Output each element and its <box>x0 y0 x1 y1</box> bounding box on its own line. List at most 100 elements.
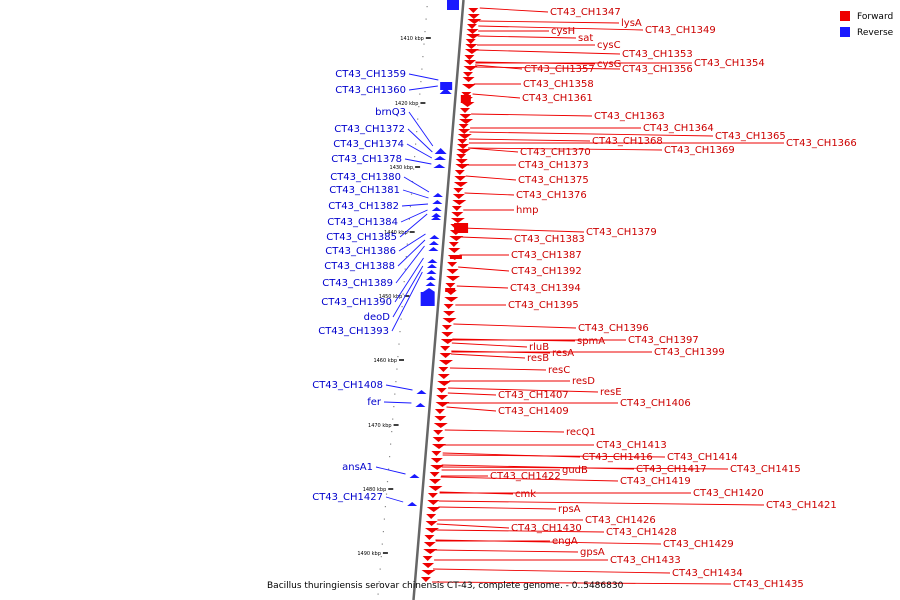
forward-gene-arrow <box>432 444 446 449</box>
forward-gene-label: CT43_CH1435 <box>733 579 804 590</box>
forward-gene-arrow <box>468 8 479 13</box>
forward-gene-arrow <box>443 311 456 316</box>
forward-gene-label: recQ1 <box>566 427 596 438</box>
reverse-leader-line <box>398 233 426 252</box>
ruler-dot <box>384 506 386 508</box>
forward-gene-label: engA <box>552 536 578 547</box>
forward-gene-label: CT43_CH1356 <box>622 64 693 75</box>
forward-gene-arrow <box>440 339 455 344</box>
reverse-gene-arrow <box>428 241 439 245</box>
forward-gene-label: CT43_CH1434 <box>672 568 743 579</box>
reverse-gene-arrow <box>432 200 443 204</box>
forward-gene-arrow <box>441 332 454 337</box>
forward-gene-arrow <box>448 248 461 253</box>
reverse-leader-line <box>385 384 413 391</box>
ruler-dot <box>386 481 389 483</box>
forward-gene-arrow <box>439 353 452 358</box>
forward-gene-label: CT43_CH1417 <box>636 464 707 475</box>
forward-gene-label: CT43_CH1397 <box>628 335 699 346</box>
forward-gene-label: CT43_CH1429 <box>663 539 734 550</box>
forward-gene-label: CT43_CH1413 <box>596 440 667 451</box>
tick-label: 1410 kbp <box>400 36 424 42</box>
forward-gene-block <box>445 288 456 292</box>
forward-gene-label: CT43_CH1421 <box>766 500 837 511</box>
forward-gene-arrow <box>446 276 460 281</box>
forward-leader-line <box>435 539 662 545</box>
forward-leader-line <box>438 500 765 506</box>
reverse-gene-arrow <box>434 148 447 154</box>
forward-gene-arrow <box>429 479 442 484</box>
map-caption: Bacillus thuringiensis serovar chinensis… <box>267 581 624 591</box>
forward-gene-arrow <box>422 556 433 561</box>
ruler-dot <box>420 81 422 83</box>
ruler-dot <box>418 106 420 108</box>
forward-gene-arrow <box>435 402 450 407</box>
forward-gene-label: lysA <box>621 18 642 29</box>
forward-gene-label: CT43_CH1409 <box>498 406 569 417</box>
forward-gene-arrow <box>420 577 431 582</box>
forward-leader-line <box>456 285 509 289</box>
reverse-gene-arrow <box>425 282 436 286</box>
reverse-gene-arrow <box>409 474 420 478</box>
forward-gene-label: cysH <box>551 26 575 37</box>
forward-gene-arrow <box>425 528 439 533</box>
forward-gene-arrow <box>450 218 465 223</box>
reverse-gene-label: CT43_CH1385 <box>326 232 397 243</box>
forward-leader-line <box>450 353 526 359</box>
forward-gene-arrow <box>467 19 482 24</box>
ruler-dot <box>404 268 406 270</box>
forward-leader-line <box>441 466 729 470</box>
forward-gene-arrow <box>459 114 472 119</box>
reverse-gene-label: CT43_CH1384 <box>327 217 398 228</box>
forward-gene-label: CT43_CH1416 <box>582 452 653 463</box>
forward-gene-label: CT43_CH1379 <box>586 227 657 238</box>
forward-gene-arrow <box>455 164 470 169</box>
forward-gene-arrow <box>438 367 449 372</box>
legend-forward-swatch <box>840 11 850 21</box>
reverse-leader-line <box>408 73 439 81</box>
forward-gene-arrow <box>456 154 467 159</box>
forward-gene-label: CT43_CH1426 <box>585 515 656 526</box>
forward-gene-label: resE <box>600 387 622 398</box>
reverse-gene-arrow <box>431 207 442 211</box>
forward-gene-label: CT43_CH1420 <box>693 488 764 499</box>
ruler-dot <box>377 593 379 595</box>
reverse-gene-label: CT43_CH1360 <box>335 85 406 96</box>
forward-gene-label: CT43_CH1349 <box>645 25 716 36</box>
forward-leader-line <box>469 131 714 137</box>
forward-leader-line <box>449 367 547 371</box>
reverse-gene-label: CT43_CH1359 <box>335 69 406 80</box>
forward-gene-label: resC <box>548 365 570 376</box>
forward-gene-label: resB <box>527 353 549 364</box>
forward-gene-label: CT43_CH1406 <box>620 398 691 409</box>
forward-gene-arrow <box>430 458 443 463</box>
forward-gene-label: CT43_CH1366 <box>786 138 857 149</box>
forward-gene-label: spmA <box>577 336 605 347</box>
forward-leader-line <box>476 49 621 55</box>
forward-gene-arrow <box>445 283 456 288</box>
reverse-leader-line <box>385 496 404 503</box>
forward-gene-arrow <box>459 119 474 124</box>
ruler-dot <box>409 206 411 208</box>
forward-leader-line <box>436 523 510 529</box>
ruler-dot <box>402 293 404 295</box>
reverse-gene-label: CT43_CH1378 <box>331 154 402 165</box>
forward-gene-label: CT43_CH1375 <box>518 175 589 186</box>
reverse-gene-label: CT43_CH1393 <box>318 326 389 337</box>
forward-gene-label: resA <box>552 348 574 359</box>
forward-gene-label: cmk <box>515 489 536 500</box>
forward-gene-arrow <box>440 346 451 351</box>
forward-gene-arrow <box>454 170 465 175</box>
forward-gene-block <box>454 223 469 233</box>
forward-gene-arrow <box>457 144 469 149</box>
forward-leader-line <box>447 392 497 396</box>
forward-leader-line <box>458 266 510 272</box>
forward-leader-line <box>448 387 599 393</box>
ruler-dot <box>382 531 384 533</box>
reverse-leader-line <box>397 239 426 267</box>
forward-gene-arrow <box>456 149 471 154</box>
ruler-dot <box>416 131 418 133</box>
forward-leader-line <box>478 20 620 24</box>
forward-gene-arrow <box>436 388 447 393</box>
